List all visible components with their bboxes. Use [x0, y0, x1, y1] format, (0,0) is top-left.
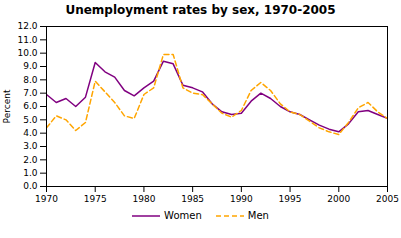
svg-text:10.0: 10.0: [17, 48, 37, 58]
svg-text:1985: 1985: [181, 194, 204, 204]
svg-text:5.0: 5.0: [23, 115, 38, 125]
svg-text:2000: 2000: [327, 194, 350, 204]
svg-text:1980: 1980: [132, 194, 155, 204]
svg-text:8.0: 8.0: [23, 75, 38, 85]
svg-text:Percent: Percent: [2, 89, 12, 123]
svg-text:1995: 1995: [279, 194, 302, 204]
svg-text:1.0: 1.0: [23, 168, 38, 178]
svg-text:12.0: 12.0: [17, 21, 37, 31]
html-text:Men: Men: [247, 210, 269, 221]
svg-text:2.0: 2.0: [23, 155, 38, 165]
svg-text:1990: 1990: [230, 194, 253, 204]
html-text:Women: Women: [164, 210, 202, 221]
svg-text:2005: 2005: [376, 194, 399, 204]
svg-text:1975: 1975: [84, 194, 107, 204]
svg-text:7.0: 7.0: [23, 88, 38, 98]
svg-text:3.0: 3.0: [23, 141, 38, 151]
svg-text:9.0: 9.0: [23, 61, 38, 71]
svg-text:0.0: 0.0: [23, 181, 38, 191]
html-text:Unemployment rates by sex, 197: Unemployment rates by sex, 1970-2005: [65, 3, 336, 17]
svg-text:1970: 1970: [35, 194, 58, 204]
svg-text:11.0: 11.0: [17, 35, 37, 45]
svg-text:6.0: 6.0: [23, 101, 38, 111]
svg-text:4.0: 4.0: [23, 128, 38, 138]
